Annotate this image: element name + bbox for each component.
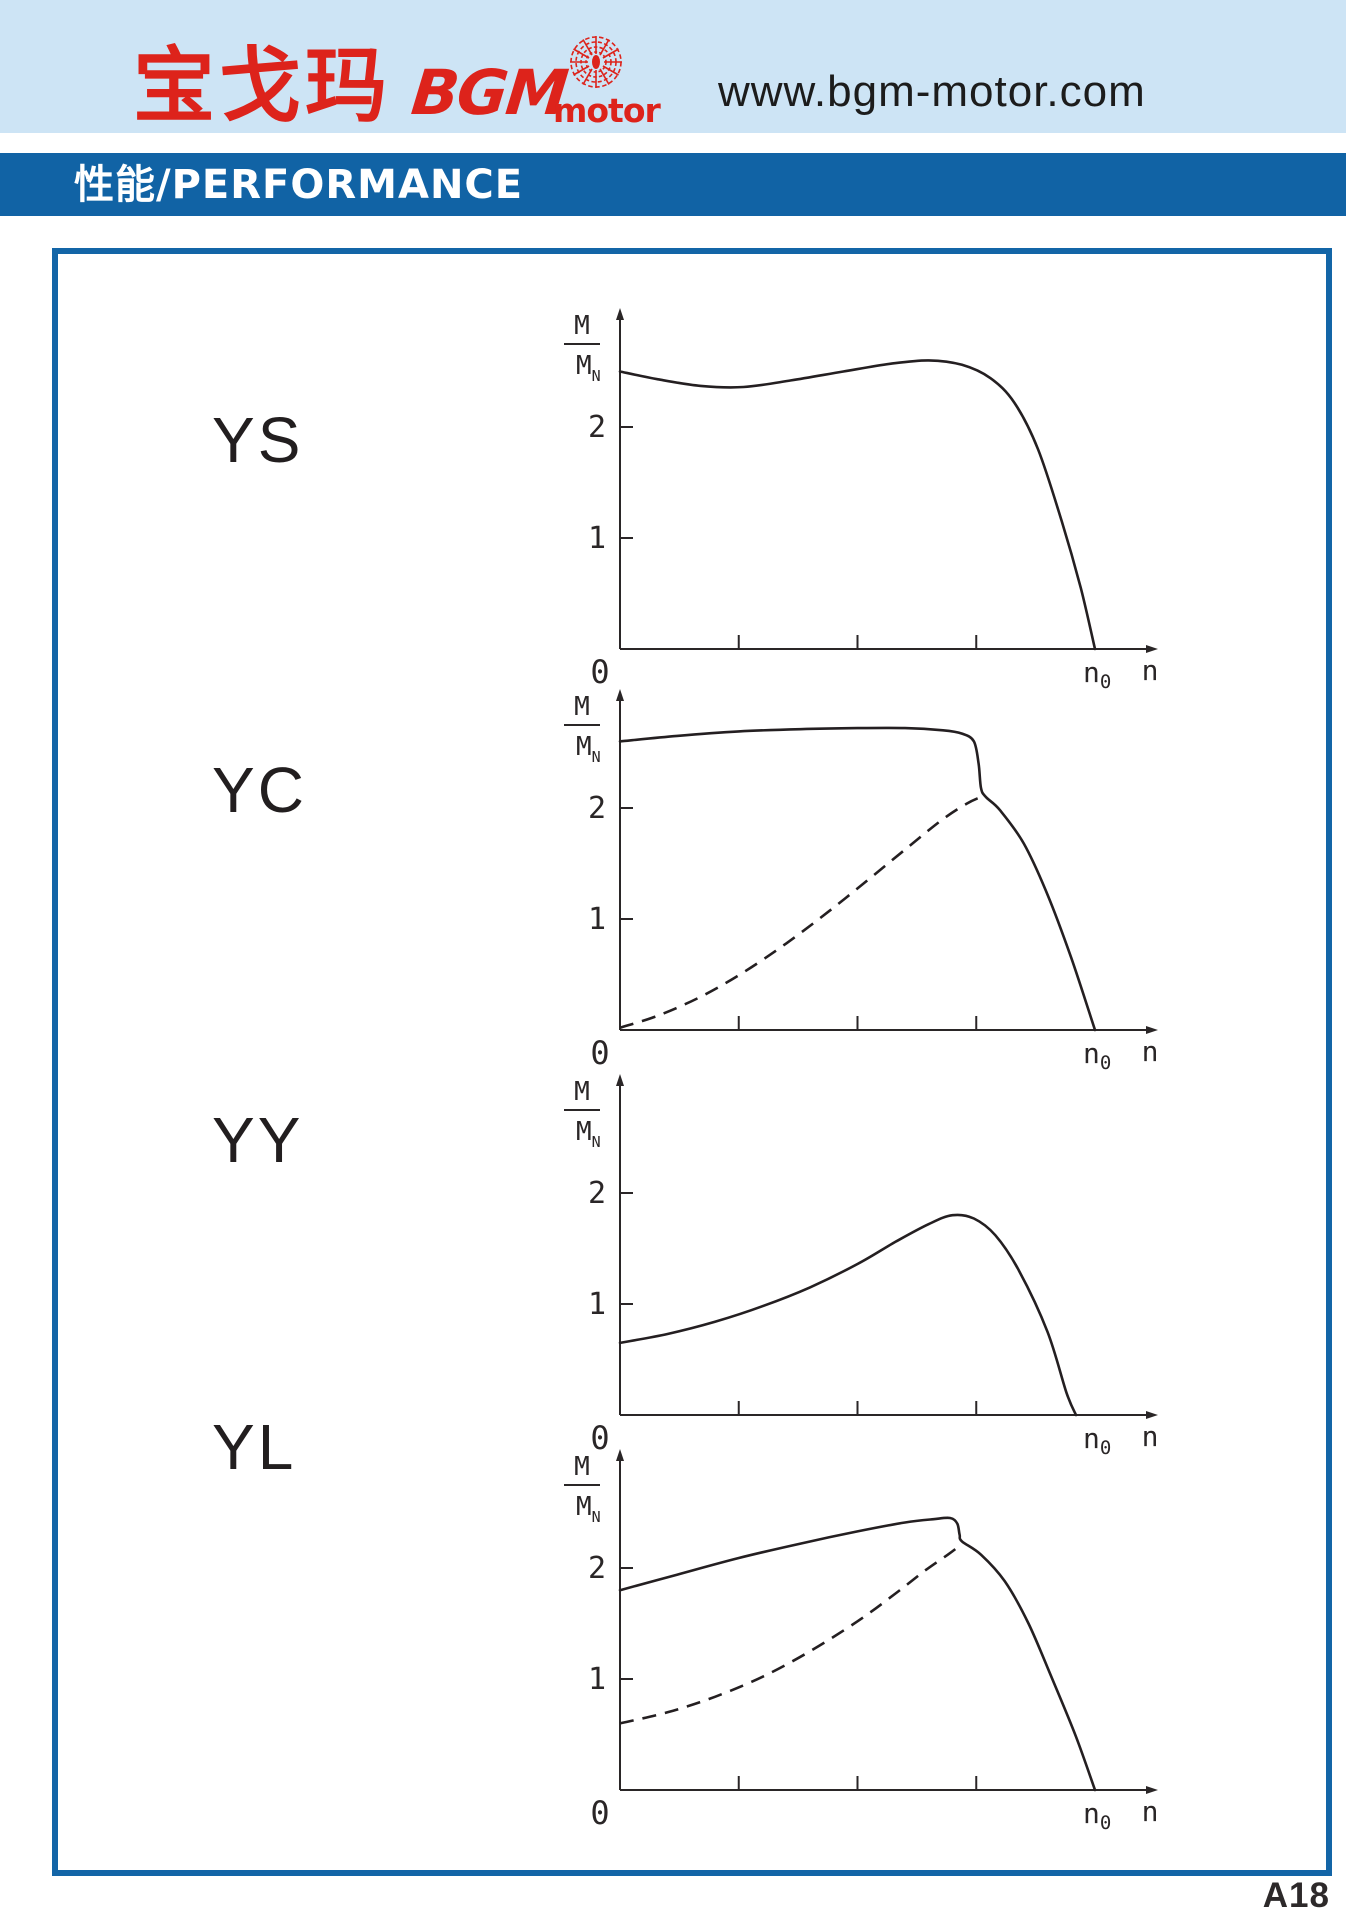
y-label-numerator: M (574, 1077, 590, 1107)
series-main-winding-torque (619, 1544, 961, 1725)
chart-label-YL: YL (212, 1411, 297, 1483)
brand-motor-label: motor (553, 91, 661, 130)
y-axis-arrow (616, 689, 624, 701)
x-label-n0: n0 (1083, 1797, 1111, 1834)
chart-label-YC: YC (212, 754, 307, 826)
x-axis-arrow (1146, 1411, 1158, 1419)
gear-emblem-icon (570, 36, 622, 88)
y-tick-label: 1 (588, 521, 606, 556)
origin-label: 0 (590, 1794, 609, 1832)
y-tick-label: 1 (588, 1662, 606, 1697)
origin-label: 0 (590, 1034, 609, 1072)
x-axis-arrow (1146, 645, 1158, 653)
brand-bgm-logo: BGM (408, 56, 570, 129)
y-label-denominator: MN (576, 1117, 601, 1151)
x-label-n: n (1142, 1795, 1159, 1828)
y-label-numerator: M (574, 311, 590, 341)
y-label-numerator: M (574, 1452, 590, 1482)
series-torque-with-starting-winding (618, 1516, 1097, 1792)
chart-label-YS: YS (212, 404, 304, 476)
series-main-winding-torque (619, 795, 982, 1030)
y-tick-label: 1 (588, 902, 606, 937)
origin-label: 0 (590, 653, 609, 691)
y-axis-arrow (616, 1449, 624, 1461)
page-number: A18 (1262, 1876, 1330, 1915)
x-label-n: n (1142, 654, 1159, 687)
y-axis-arrow (616, 1074, 624, 1086)
x-label-n: n (1142, 1420, 1159, 1453)
series-torque-with-starting-winding (618, 726, 1097, 1032)
x-label-n: n (1142, 1035, 1159, 1068)
y-label-denominator: MN (576, 351, 601, 385)
y-tick-label: 2 (588, 1551, 606, 1586)
brand-chinese-logo: 宝戈玛 (133, 39, 392, 134)
y-label-denominator: MN (576, 1492, 601, 1526)
y-tick-label: 2 (588, 1176, 606, 1211)
header-band: 宝戈玛 BGM motor www.bgm-motor.com (0, 0, 1346, 133)
y-label-denominator: MN (576, 732, 601, 766)
section-banner: 性能/PERFORMANCE (0, 153, 1346, 216)
section-title: 性能/PERFORMANCE (74, 162, 524, 208)
x-axis-arrow (1146, 1786, 1158, 1794)
y-label-numerator: M (574, 692, 590, 722)
series-torque-speed-curve (618, 1213, 1078, 1417)
y-tick-label: 2 (588, 410, 606, 445)
website-url: www.bgm-motor.com (718, 67, 1146, 116)
performance-box (52, 248, 1332, 1876)
y-tick-label: 2 (588, 791, 606, 826)
chart-YL: 1 2 0 n0 n M MN (564, 1449, 1159, 1834)
origin-label: 0 (590, 1419, 609, 1457)
x-axis-arrow (1146, 1026, 1158, 1034)
series-torque-speed-curve (618, 359, 1097, 651)
chart-label-YY: YY (212, 1104, 304, 1176)
y-axis-arrow (616, 308, 624, 320)
y-tick-label: 1 (588, 1287, 606, 1322)
